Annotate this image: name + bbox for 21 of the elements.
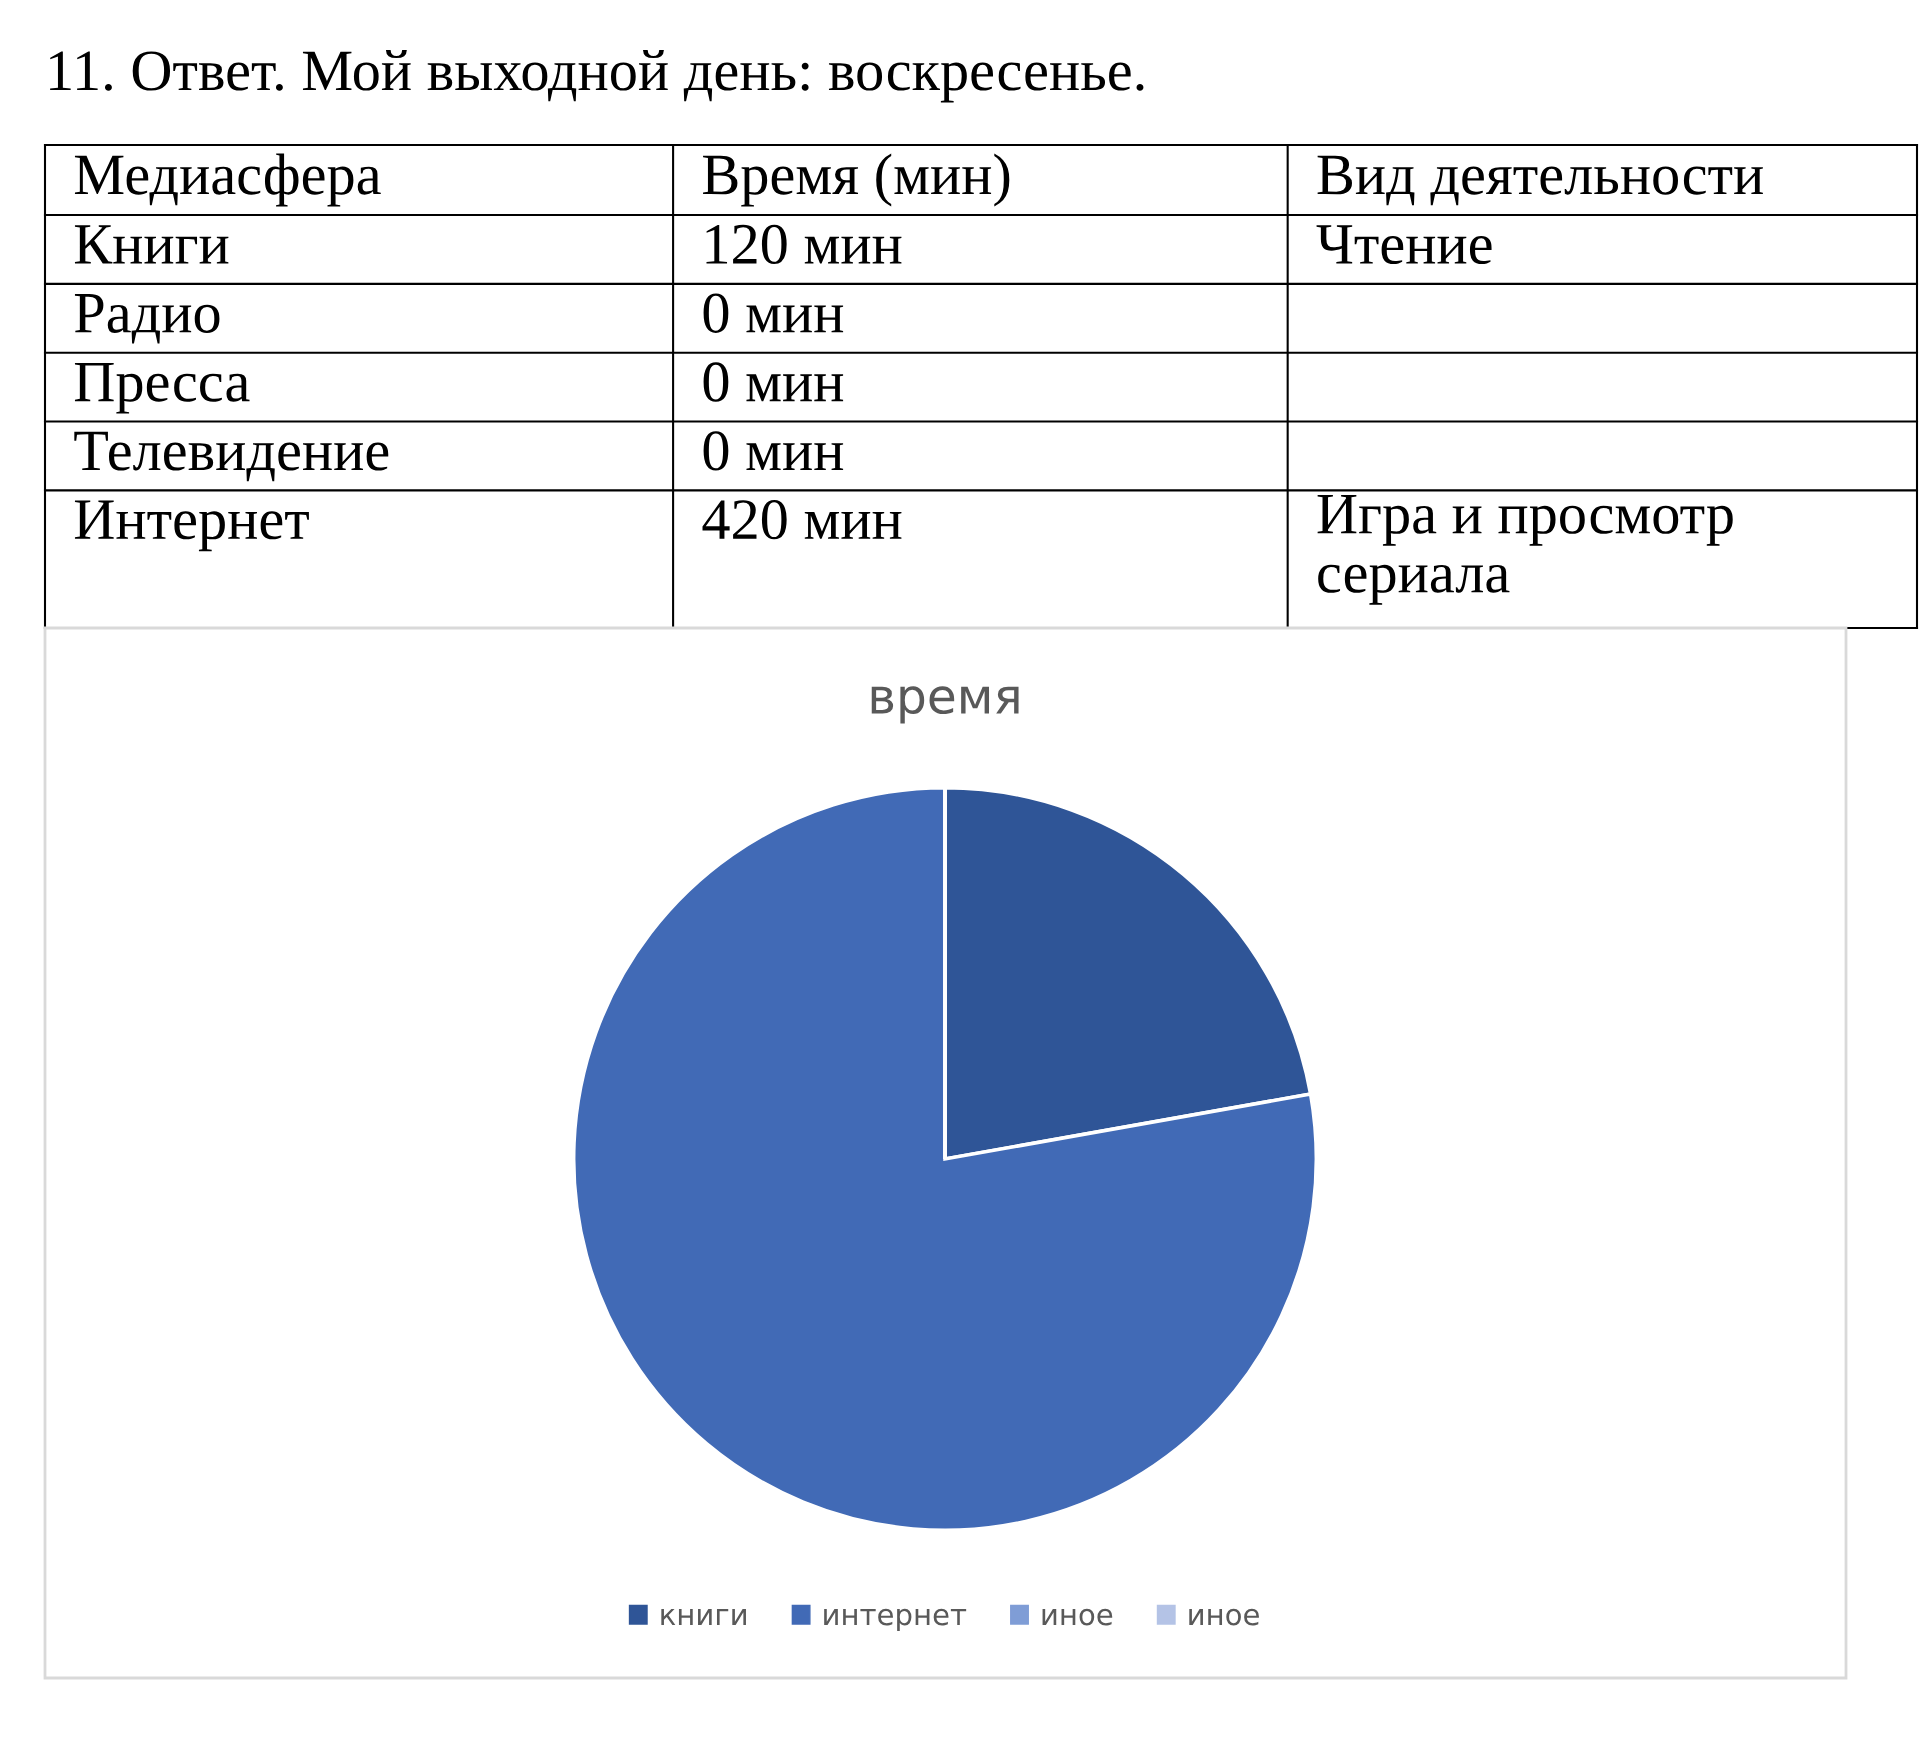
legend-label: книги	[661, 1609, 746, 1626]
text: 0 мин	[703, 362, 844, 402]
y-tick-label: Книги	[74, 225, 229, 264]
y-tick-label: Пресса	[74, 362, 250, 414]
text: 120 мин	[706, 224, 902, 265]
chart-title: 11. Ответ. Мой выходной день: воскресенье.	[50, 50, 1144, 103]
y-tick-label: Телевидение	[74, 431, 389, 482]
y-tick-label: Интернет	[74, 500, 309, 552]
text: 0 мин	[703, 431, 844, 471]
text: 0 мин	[703, 293, 844, 333]
legend-label: иное	[1189, 1608, 1259, 1626]
y-axis-title: Медиасфера	[74, 153, 381, 207]
text: Игра и просмотр сериала	[1317, 495, 1733, 605]
text: 420 мин	[702, 500, 902, 540]
x-tick-label: Время (мин)	[703, 153, 1010, 207]
legend-label: интернет	[824, 1608, 967, 1632]
x-tick-label: Вид деятельности	[1317, 155, 1763, 206]
legend-label: иное	[1042, 1608, 1113, 1626]
text: Чтение	[1316, 225, 1492, 265]
y-tick-label: Радио	[74, 294, 220, 344]
chart-title: время	[871, 686, 1019, 724]
